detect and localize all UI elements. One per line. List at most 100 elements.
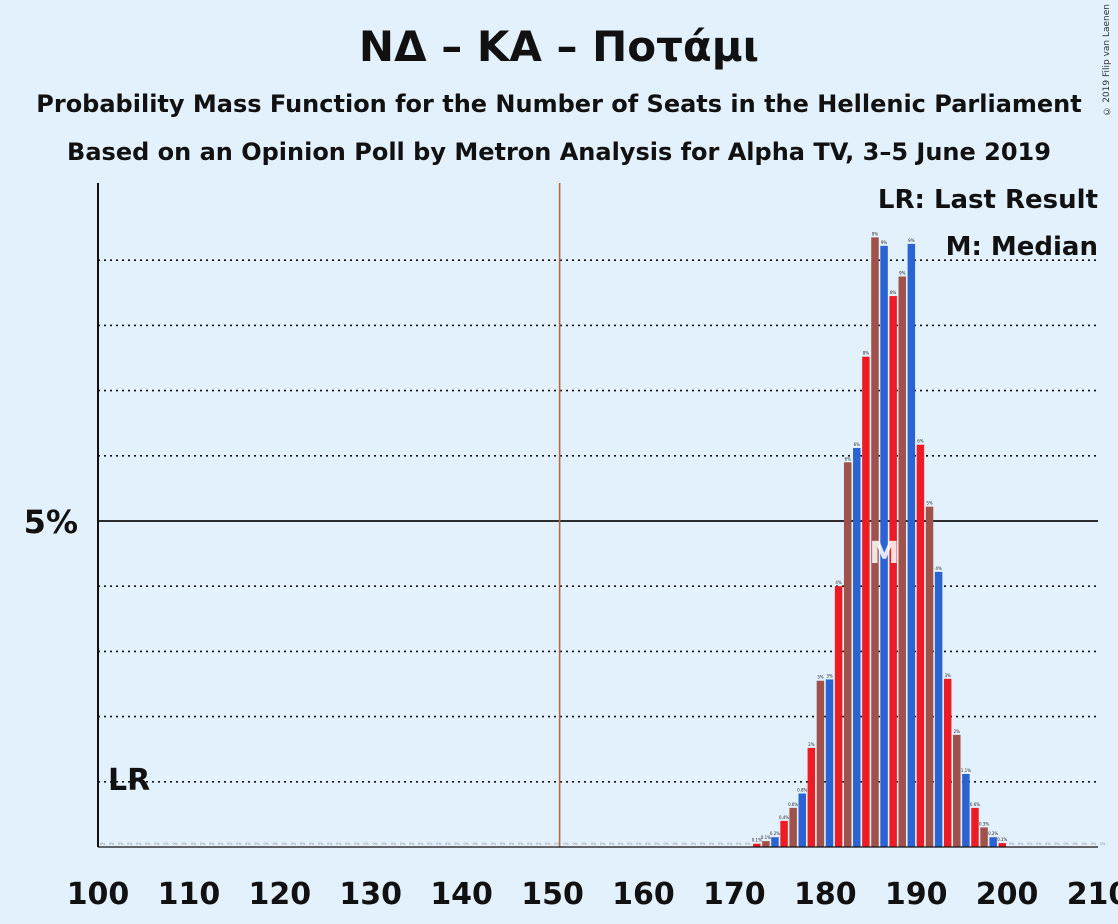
zero-label: 0% (736, 842, 742, 846)
zero-label: 0% (245, 842, 251, 846)
zero-label: 0% (118, 842, 124, 846)
zero-label: 0% (654, 842, 660, 846)
bar-value-label: 0.1% (997, 837, 1007, 842)
legend-median: M: Median (945, 232, 1098, 262)
zero-label: 0% (645, 842, 651, 846)
x-tick-label: 160 (612, 877, 675, 912)
zero-label: 0% (745, 842, 751, 846)
bar-value-label: 1.1% (961, 768, 971, 773)
bar-value-label: 8% (890, 290, 897, 295)
x-tick-label: 210 (1067, 877, 1118, 912)
labels-group: 0% 0% 0% 0% 0% 0% 0% 0% 0% 0% 0% 0% 0% 0% 0% 0% 0% 0% 0% 0%… (100, 536, 1106, 846)
x-tick-label: 130 (339, 877, 402, 912)
zero-label: 0% (454, 842, 460, 846)
zero-label: 0% (163, 842, 169, 846)
bar-value-label: 0.4% (779, 815, 789, 820)
zero-label: 0% (1027, 842, 1033, 846)
bar-seat-175 (780, 820, 788, 847)
bar-seat-182 (843, 462, 852, 847)
bar-seat-174 (771, 837, 779, 847)
bar-seat-188 (898, 276, 906, 847)
zero-label: 0% (1100, 842, 1106, 846)
bar-seat-192 (934, 571, 943, 847)
zero-label: 0% (427, 842, 433, 846)
zero-label: 0% (382, 842, 388, 846)
bar-seat-178 (807, 747, 816, 847)
zero-label: 0% (109, 842, 115, 846)
zero-label: 0% (663, 842, 669, 846)
bar-seat-181 (834, 586, 843, 847)
bar-seat-172 (753, 843, 761, 847)
zero-label: 0% (509, 842, 515, 846)
bar-seat-195 (962, 773, 970, 847)
bar-value-label: 9% (908, 238, 915, 243)
zero-label: 0% (309, 842, 315, 846)
chart-subtitle: Probability Mass Function for the Number… (36, 90, 1082, 118)
zero-label: 0% (400, 842, 406, 846)
bar-value-label: 2% (808, 742, 815, 747)
zero-label: 0% (263, 842, 269, 846)
zero-label: 0% (545, 842, 551, 846)
zero-label: 0% (363, 842, 369, 846)
zero-label: 0% (391, 842, 397, 846)
zero-label: 0% (600, 842, 606, 846)
bar-value-label: 9% (881, 240, 888, 245)
zero-label: 0% (609, 842, 615, 846)
bar-value-label: 0.3% (979, 821, 989, 826)
zero-label: 0% (154, 842, 160, 846)
zero-label: 0% (1063, 842, 1069, 846)
zero-label: 0% (200, 842, 206, 846)
bar-value-label: 9% (899, 271, 906, 276)
bar-seat-177 (798, 793, 806, 847)
zero-label: 0% (518, 842, 524, 846)
bar-seat-197 (980, 827, 988, 847)
zero-label: 0% (272, 842, 278, 846)
zero-label: 0% (1018, 842, 1024, 846)
zero-label: 0% (482, 842, 488, 846)
bar-seat-194 (953, 734, 961, 847)
bar-value-label: 3% (945, 673, 952, 678)
bar-value-label: 4% (935, 566, 942, 571)
chart-subtitle-poll: Based on an Opinion Poll by Metron Analy… (67, 138, 1051, 166)
zero-label: 0% (218, 842, 224, 846)
zero-label: 0% (254, 842, 260, 846)
zero-label: 0% (336, 842, 342, 846)
zero-label: 0% (727, 842, 733, 846)
zero-label: 0% (445, 842, 451, 846)
zero-label: 0% (1072, 842, 1078, 846)
zero-label: 0% (372, 842, 378, 846)
zero-label: 0% (409, 842, 415, 846)
zero-label: 0% (191, 842, 197, 846)
bar-seat-176 (789, 807, 797, 847)
bar-seat-193 (943, 678, 952, 847)
bar-value-label: 2% (954, 729, 961, 734)
zero-label: 0% (1036, 842, 1042, 846)
zero-label: 0% (682, 842, 688, 846)
bar-seat-199 (998, 843, 1006, 847)
median-marker: M (869, 536, 899, 571)
bars-group: 0.1%0.1%0.2%0.4%0.6%0.8%2%3% 3%4%6%6%8%9%… (752, 231, 1008, 847)
zero-label: 0% (418, 842, 424, 846)
zero-label: 0% (527, 842, 533, 846)
bar-value-label: 9% (872, 231, 879, 236)
zero-label: 0% (563, 842, 569, 846)
x-tick-label: 190 (885, 877, 948, 912)
bar-value-label: 8% (863, 351, 870, 356)
zero-label: 0% (436, 842, 442, 846)
zero-label: 0% (127, 842, 133, 846)
zero-label: 0% (100, 842, 106, 846)
zero-label: 0% (1082, 842, 1088, 846)
x-tick-label: 140 (430, 877, 493, 912)
bar-seat-191 (925, 506, 934, 847)
bar-value-label: 0.1% (761, 835, 771, 840)
zero-label: 0% (136, 842, 142, 846)
bar-value-label: 0.2% (988, 831, 998, 836)
zero-label: 0% (1054, 842, 1060, 846)
zero-label: 0% (472, 842, 478, 846)
x-tick-label: 100 (67, 877, 130, 912)
bar-value-label: 6% (917, 439, 924, 444)
zero-label: 0% (145, 842, 151, 846)
bar-seat-189 (907, 243, 916, 847)
zero-label: 0% (1091, 842, 1097, 846)
legend-last-result: LR: Last Result (877, 185, 1098, 215)
